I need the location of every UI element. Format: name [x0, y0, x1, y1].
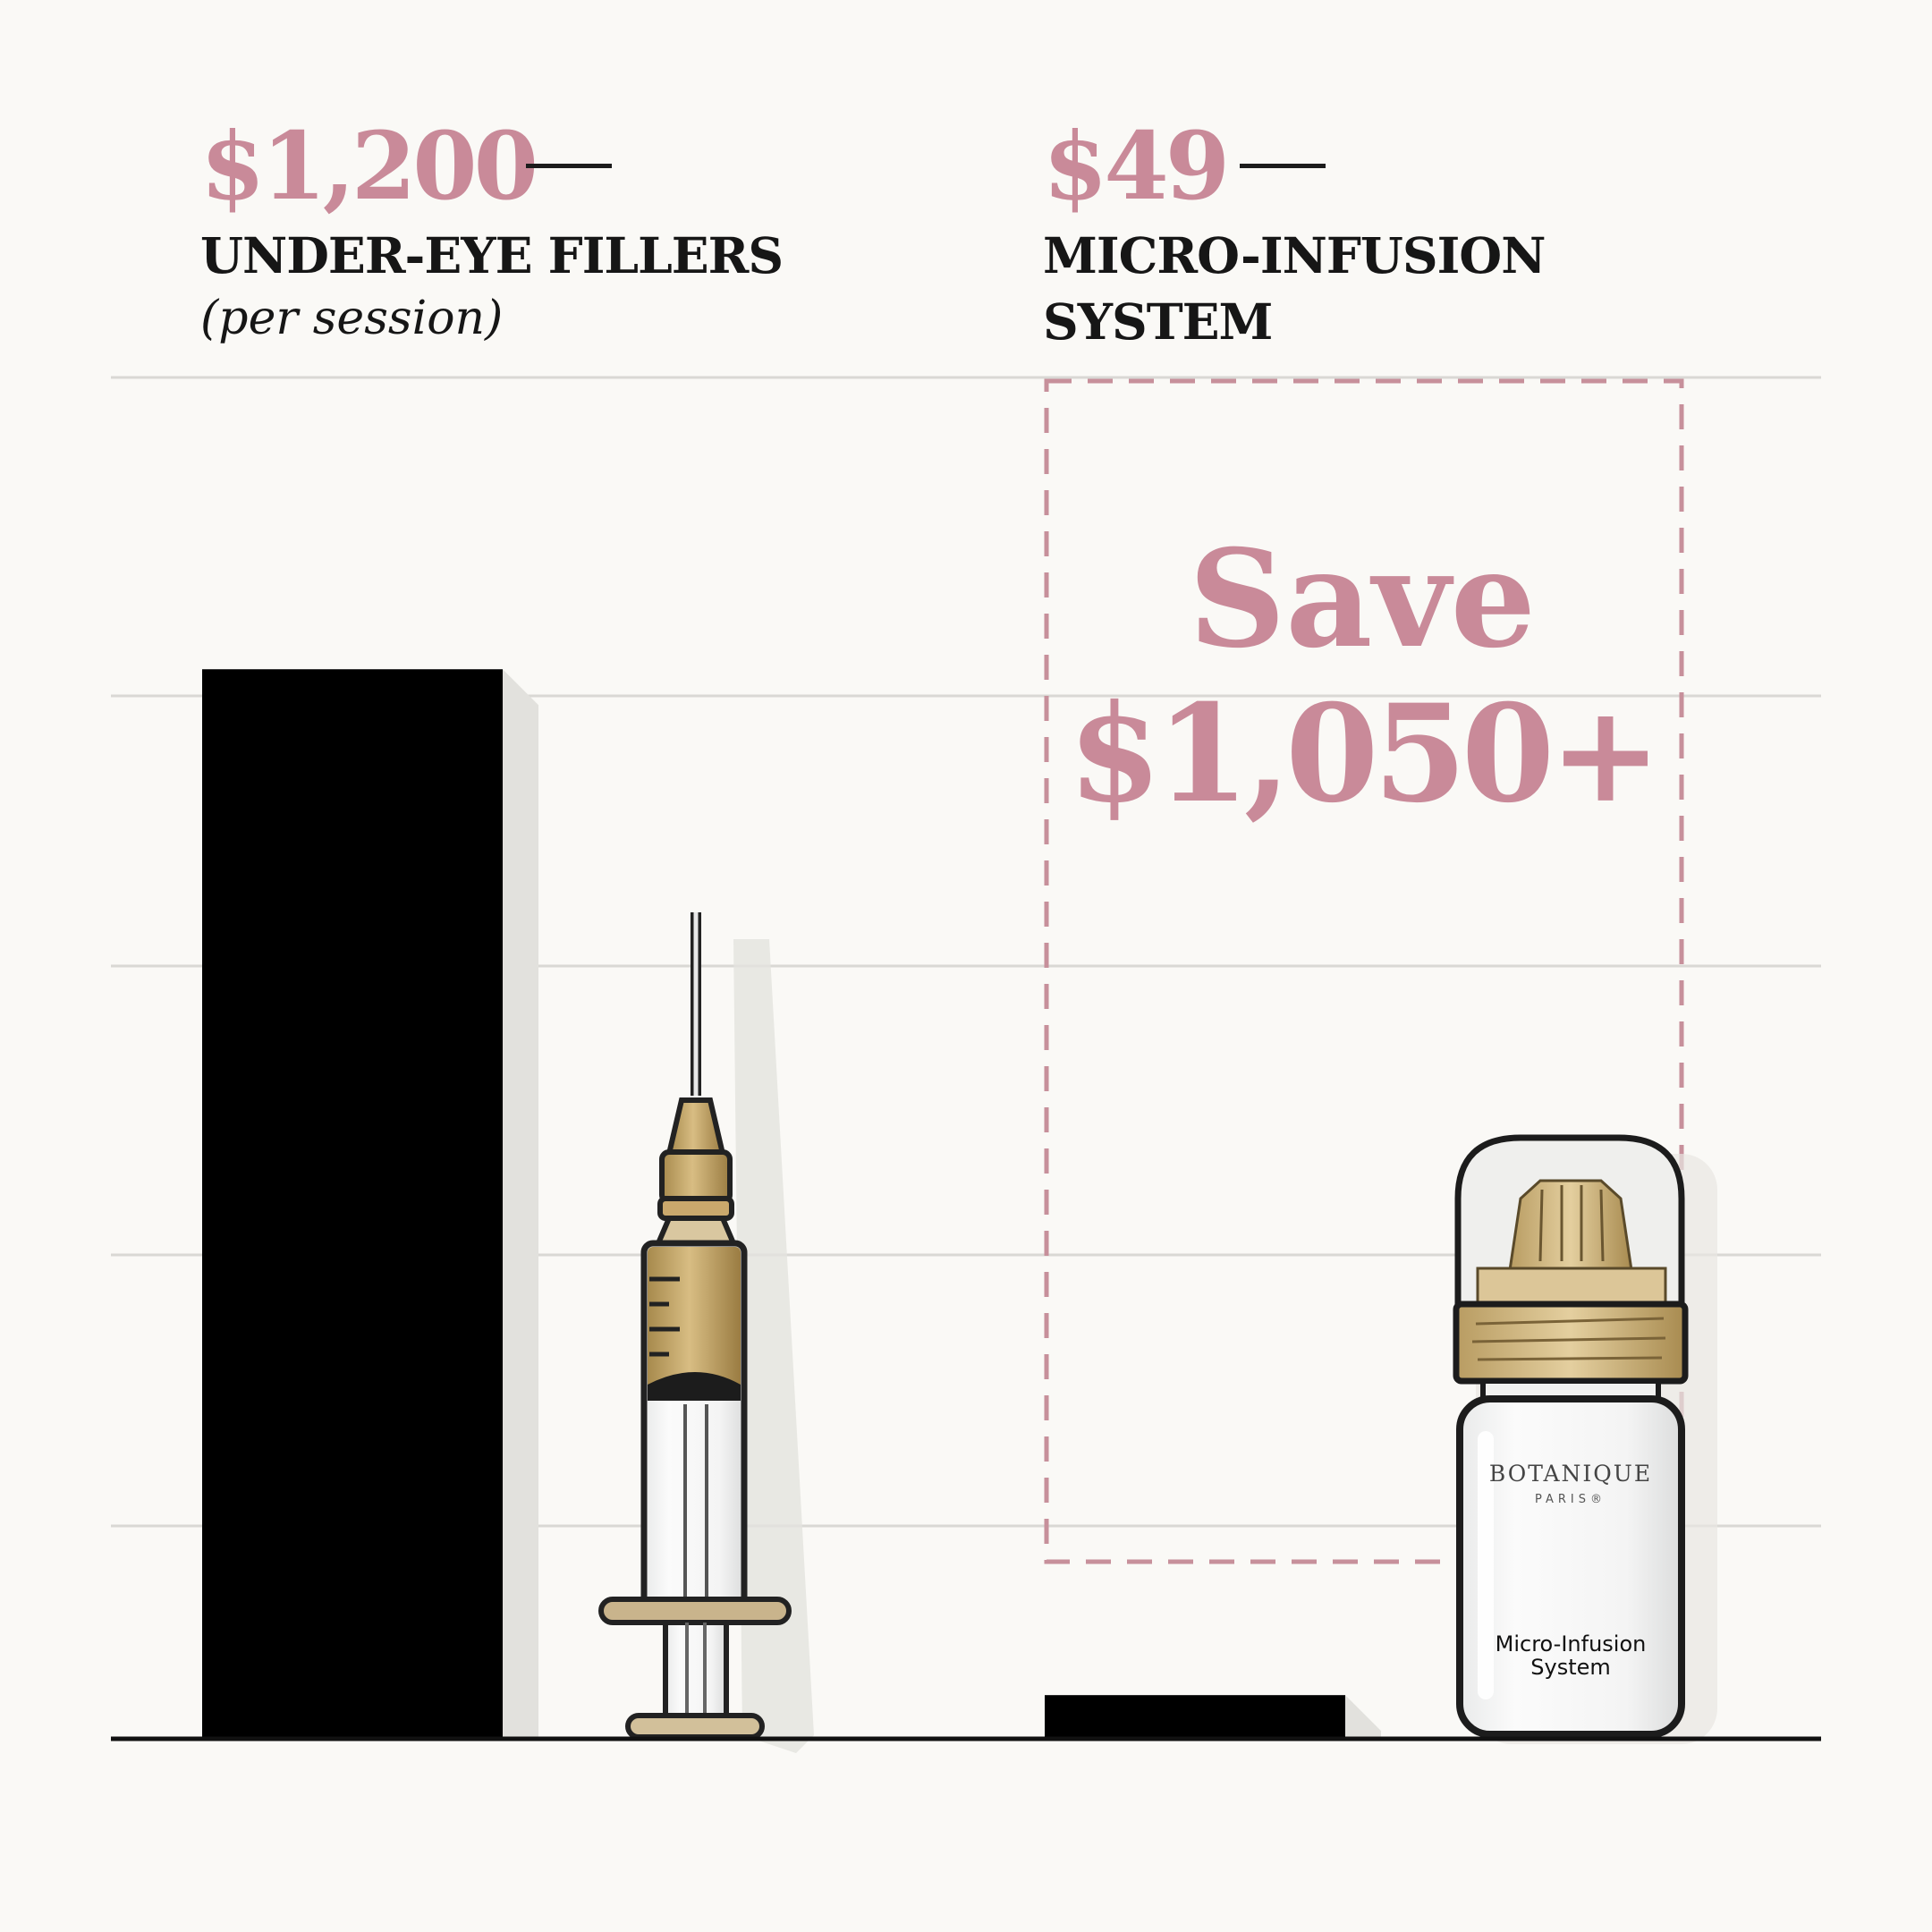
- bottle-brand-sub: PARIS®: [1535, 1493, 1606, 1506]
- infusion-label-line2: SYSTEM: [1043, 292, 1273, 351]
- bar-micro-infusion-system: [1045, 1695, 1345, 1739]
- filler-price-dash: [526, 164, 612, 168]
- savings-line1: Save: [1188, 521, 1537, 678]
- infusion-label-line1: MICRO-INFUSION: [1043, 226, 1546, 284]
- bar-shadow: [1345, 1695, 1381, 1739]
- bars: [202, 669, 1345, 1739]
- filler-label: UNDER-EYE FILLERS: [200, 226, 784, 284]
- bottle-brand: BOTANIQUE: [1489, 1461, 1652, 1487]
- bar-shadows: [503, 669, 1381, 1739]
- infusion-price-dash: [1240, 164, 1326, 168]
- infusion-price: $49: [1043, 111, 1230, 221]
- savings-line2: $1,050+: [1068, 675, 1662, 833]
- serum-bottle-icon: BOTANIQUE PARIS® Micro-Infusion System: [1453, 1134, 1717, 1744]
- syringe-icon: [598, 912, 814, 1753]
- bottle-label-line1: Micro-Infusion: [1496, 1631, 1647, 1657]
- bottle-label-line2: System: [1530, 1655, 1611, 1680]
- bar-under-eye-fillers: [202, 669, 503, 1739]
- filler-sublabel: (per session): [200, 292, 504, 345]
- bar-shadow: [503, 669, 538, 1739]
- filler-price: $1,200: [200, 111, 538, 221]
